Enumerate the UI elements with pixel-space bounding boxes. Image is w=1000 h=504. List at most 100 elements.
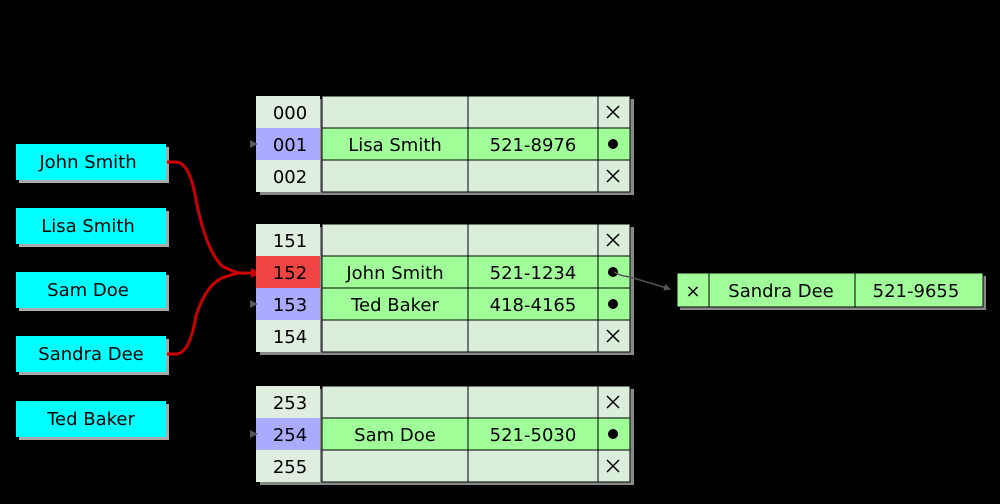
bucket-group: 000 001 Lisa Smith 521-8976 002 [250,95,634,195]
hash-link-lines [167,160,261,356]
bucket-row: 152 John Smith 521-1234 [256,255,631,289]
next-pointer-dot-icon [608,267,618,277]
entry-phone: 418-4165 [490,295,577,316]
null-pointer-icon [606,395,620,409]
incoming-pointer-icon [250,430,258,438]
entry-phone-cell [467,417,599,451]
keys-column: John Smith Lisa Smith Sam Doe Sandra Dee… [16,144,169,440]
entry-phone-cell [467,385,599,419]
bucket-group: 253 254 Sam Doe 521-5030 255 [250,385,634,485]
bucket-row: 253 [256,385,631,419]
bucket-group: 151 152 John Smith 521-1234 153 Ted Baker 418-… [250,223,634,355]
overflow-pointer-cell [676,272,710,308]
key-box-fill [16,272,166,308]
null-pointer-icon [606,459,620,473]
entry-name-cell [321,385,469,419]
bucket-index: 152 [273,263,307,284]
bucket-index-cell [256,128,320,160]
entry-name-cell [321,417,469,451]
hash-link-john-smith [167,160,241,275]
bucket-index-cell [256,256,320,288]
bucket-row: 254 Sam Doe 521-5030 [250,417,631,451]
bucket-index-cell [256,386,320,418]
bucket-index-cell [256,160,320,192]
key-label: Sandra Dee [38,344,143,365]
bucket-index: 255 [273,457,307,478]
entry-name: John Smith [345,263,443,284]
overflow-name-cell [708,272,856,308]
hash-link-sandra-dee [167,271,241,356]
next-pointer-dot-icon [608,139,618,149]
bucket-index-cell [256,288,320,320]
entry-phone-cell [467,319,599,353]
entry-phone-cell [467,127,599,161]
null-pointer-icon: × [685,281,700,302]
key-box-sandra-dee: Sandra Dee [16,336,169,375]
key-box-fill [16,401,166,437]
null-pointer-icon [606,169,620,183]
entry-name-cell [321,159,469,193]
entry-name: Lisa Smith [348,135,442,156]
entry-phone: 521-5030 [490,425,577,446]
key-label: Ted Baker [46,409,135,430]
key-label: Lisa Smith [41,216,135,237]
bucket-row: 002 [256,159,631,193]
bucket-index: 001 [273,135,307,156]
incoming-pointer-icon [250,140,258,148]
bucket-index: 153 [273,295,307,316]
entry-phone: 521-1234 [490,263,577,284]
entry-name-cell [321,95,469,129]
key-label: Sam Doe [47,280,129,301]
entry-phone: 521-8976 [490,135,577,156]
key-box-lisa-smith: Lisa Smith [16,208,169,247]
null-pointer-icon [606,233,620,247]
bucket-row: 001 Lisa Smith 521-8976 [250,127,631,161]
null-pointer-icon [606,105,620,119]
bucket-index-cell [256,450,320,482]
bucket-index-cell [256,96,320,128]
bucket-row: 154 [256,319,631,353]
key-box-ted-baker: Ted Baker [16,401,169,440]
bucket-index: 151 [273,231,307,252]
null-pointer-icon [606,329,620,343]
key-box-john-smith: John Smith [16,144,169,183]
chain-link-line [613,271,671,291]
entry-name-cell [321,223,469,257]
bucket-index: 154 [273,327,307,348]
entry-pointer-cell [597,287,631,321]
entry-name-cell [321,449,469,483]
bucket-index: 253 [273,393,307,414]
key-box-fill [16,336,166,372]
entry-name: Ted Baker [350,295,439,316]
bucket-index: 254 [273,425,307,446]
next-pointer-dot-icon [608,429,618,439]
overflow-phone-cell [854,272,984,308]
entry-phone-cell [467,223,599,257]
bucket-index: 000 [273,103,307,124]
bucket-index-cell [256,418,320,450]
key-label: John Smith [38,152,136,173]
entry-name-cell [321,319,469,353]
overflow-name: Sandra Dee [728,281,833,302]
overflow-chain: × Sandra Dee 521-9655 [613,271,986,310]
entry-name-cell [321,255,469,289]
entry-phone-cell [467,449,599,483]
entry-name: Sam Doe [354,425,436,446]
bucket-row: 153 Ted Baker 418-4165 [250,287,631,321]
entry-phone-cell [467,159,599,193]
key-box-sam-doe: Sam Doe [16,272,169,311]
entry-phone-cell [467,95,599,129]
bucket-index-cell [256,320,320,352]
incoming-pointer-icon [250,300,258,308]
next-pointer-dot-icon [608,299,618,309]
bucket-table: 000 001 Lisa Smith 521-8976 002 151 152 John Sm… [250,95,634,485]
bucket-row: 151 [256,223,631,257]
bucket-row: 255 [256,449,631,483]
entry-pointer-cell [597,95,631,129]
bucket-index: 002 [273,167,307,188]
key-box-fill [16,144,166,180]
bucket-row: 000 [256,95,631,129]
bucket-index-cell [256,224,320,256]
